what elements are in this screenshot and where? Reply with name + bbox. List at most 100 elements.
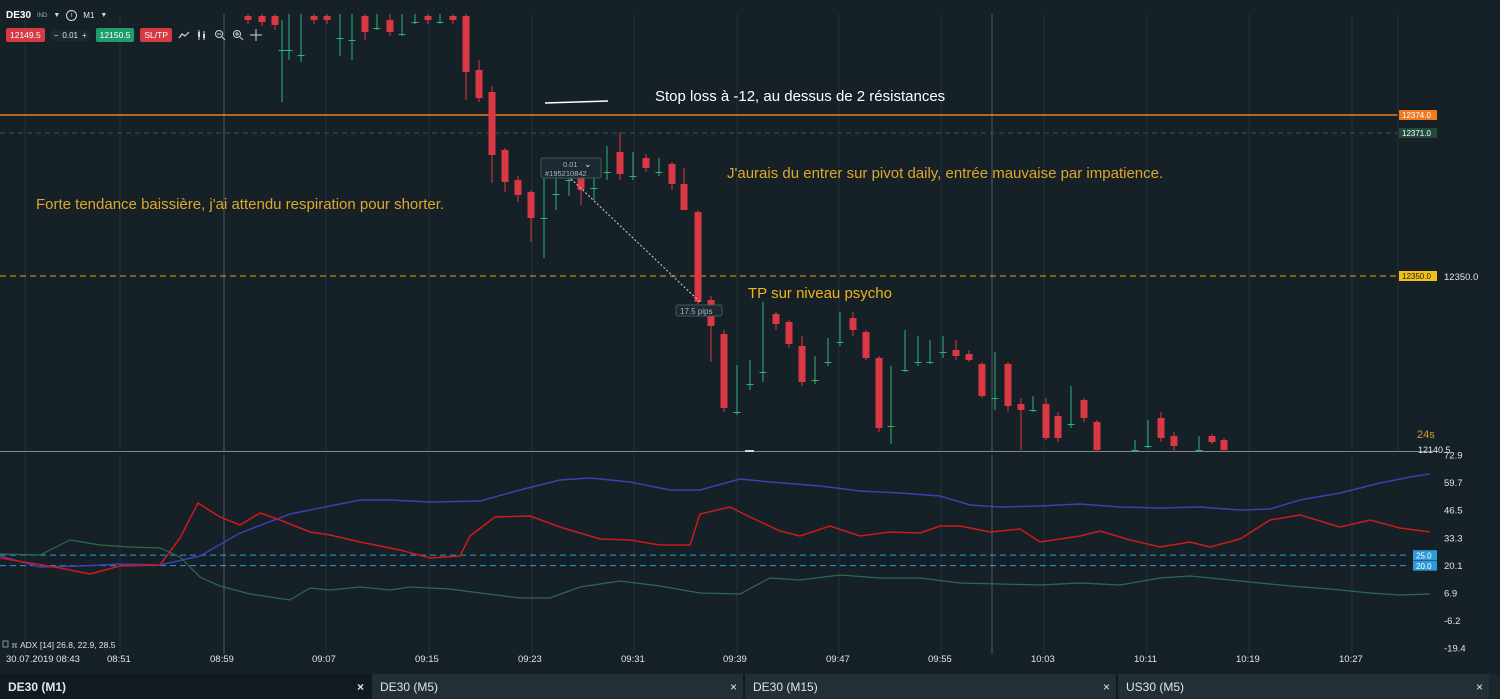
- candle: [1017, 398, 1025, 450]
- candle: [1195, 436, 1203, 452]
- symbol-badge: IND: [37, 12, 48, 19]
- candle: [680, 168, 688, 210]
- sell-button[interactable]: 12149.5: [6, 28, 45, 42]
- time-axis-label: 10:11: [1134, 654, 1157, 665]
- candle: [875, 356, 883, 432]
- buy-button[interactable]: 12150.5: [95, 28, 135, 42]
- crosshair-icon[interactable]: [250, 29, 263, 41]
- close-icon[interactable]: ×: [1475, 679, 1483, 694]
- candle: [1067, 386, 1075, 428]
- candle: [1093, 420, 1101, 452]
- candle-body: [1067, 424, 1075, 425]
- info-icon[interactable]: i: [66, 10, 78, 21]
- candle: [1220, 438, 1228, 452]
- chevron-down-icon: ⌄: [584, 159, 592, 169]
- candle: [655, 158, 663, 176]
- tp-annotation: TP sur niveau psycho: [748, 285, 892, 302]
- volume-value[interactable]: 0.01: [62, 30, 78, 40]
- time-axis-label: 10:03: [1031, 654, 1055, 665]
- candle-body: [577, 170, 585, 190]
- candle-body: [297, 55, 305, 56]
- candle: [1004, 362, 1012, 412]
- close-icon[interactable]: ×: [356, 679, 364, 694]
- tab-us30-m5[interactable]: US30 (M5) ×: [1116, 674, 1489, 699]
- candle: [939, 336, 947, 358]
- candle-body: [1208, 436, 1216, 442]
- line-chart-icon[interactable]: [178, 29, 190, 41]
- candle-body: [759, 372, 767, 373]
- candle-body: [616, 152, 624, 174]
- zoom-in-icon[interactable]: [232, 29, 244, 41]
- sltp-button[interactable]: SL/TP: [140, 28, 173, 42]
- tp-price-label: 12350.0: [1402, 272, 1431, 281]
- candle-body: [501, 150, 509, 182]
- indicator-settings-icon: [2, 640, 9, 648]
- candle-body: [424, 16, 432, 20]
- time-axis-label: 09:31: [621, 654, 645, 665]
- candle: [449, 14, 457, 24]
- drawn-line: [544, 100, 609, 104]
- candle: [824, 338, 832, 366]
- candle-body: [1220, 440, 1228, 450]
- time-axis-label: 08:51: [107, 654, 131, 665]
- candle: [914, 336, 922, 366]
- time-axis-label: 09:55: [928, 654, 952, 665]
- pips-box: [675, 304, 723, 317]
- candle: [694, 210, 702, 304]
- tab-de30-m1[interactable]: DE30 (M1) ×: [0, 674, 370, 699]
- order-id-label: #195210842: [545, 169, 587, 178]
- candles-icon[interactable]: [196, 29, 208, 41]
- candle-body: [811, 380, 819, 381]
- close-icon[interactable]: ×: [1102, 679, 1110, 694]
- candle: [348, 14, 356, 60]
- chevron-down-icon[interactable]: ▼: [100, 12, 108, 19]
- candle: [991, 352, 999, 410]
- candle-body: [386, 20, 394, 32]
- candle-body: [398, 34, 406, 35]
- candle: [323, 14, 331, 24]
- level-20-tag: [1413, 560, 1437, 571]
- candle-body: [603, 172, 611, 173]
- candle-body: [914, 362, 922, 363]
- candle-body: [336, 38, 344, 39]
- candle-body: [552, 194, 560, 195]
- candle-body: [436, 22, 444, 23]
- adx-line: [0, 473, 1431, 568]
- chart-tabs: DE30 (M1) × DE30 (M5) × DE30 (M15) × US3…: [0, 674, 1500, 699]
- indicator-axis-label: 33.3: [1444, 533, 1463, 544]
- close-icon[interactable]: ×: [729, 679, 737, 694]
- candle-body: [978, 364, 986, 396]
- volume-minus-button[interactable]: −: [53, 30, 59, 40]
- candle: [1157, 412, 1165, 442]
- candle-body: [668, 164, 676, 184]
- stop-loss-annotation: Stop loss à -12, au dessus de 2 résistan…: [655, 88, 945, 105]
- candle-body: [411, 22, 419, 23]
- candle: [336, 14, 344, 56]
- order-volume-label: 0.01: [563, 160, 578, 169]
- symbol-label[interactable]: DE30: [6, 10, 32, 21]
- volume-stepper[interactable]: − 0.01 +: [50, 29, 90, 41]
- chevron-down-icon[interactable]: ▼: [53, 12, 61, 19]
- candle-body: [694, 212, 702, 302]
- candle-body: [514, 180, 522, 195]
- candle-body: [875, 358, 883, 428]
- candle: [514, 176, 522, 202]
- tab-de30-m5[interactable]: DE30 (M5) ×: [370, 674, 743, 699]
- upper-price-label: 12371.0: [1402, 129, 1431, 138]
- tab-label: US30 (M5): [1126, 679, 1185, 694]
- candle: [1080, 398, 1088, 422]
- candle: [811, 356, 819, 384]
- upper-price-tag: [1399, 128, 1437, 138]
- tab-de30-m15[interactable]: DE30 (M15) ×: [743, 674, 1116, 699]
- candle: [297, 14, 305, 62]
- timeframe-select[interactable]: M1: [83, 11, 95, 20]
- candle-body: [733, 412, 741, 413]
- candle-body: [323, 16, 331, 20]
- candle: [772, 312, 780, 330]
- zoom-out-icon[interactable]: [214, 29, 226, 41]
- chart-background: [0, 0, 1500, 674]
- level-25-tag: [1413, 550, 1437, 561]
- volume-plus-button[interactable]: +: [81, 30, 87, 40]
